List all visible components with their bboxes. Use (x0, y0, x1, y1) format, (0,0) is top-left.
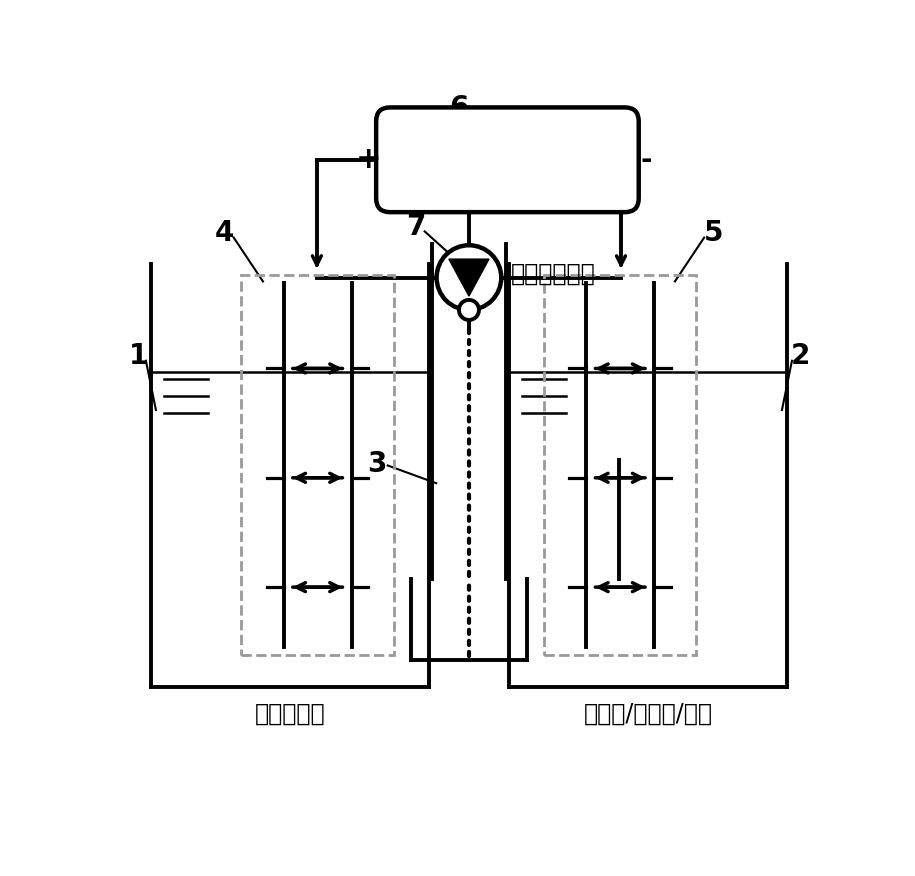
Text: 5: 5 (704, 219, 723, 247)
Text: 4: 4 (215, 219, 234, 247)
Text: 1: 1 (129, 343, 148, 371)
Text: 6: 6 (449, 95, 469, 122)
Bar (544, 275, 696, 655)
Text: 7: 7 (405, 213, 425, 241)
Text: 3: 3 (367, 450, 387, 478)
Text: 过硫酸锨溶液: 过硫酸锨溶液 (511, 262, 596, 286)
Polygon shape (449, 259, 489, 296)
FancyBboxPatch shape (376, 108, 639, 212)
Circle shape (459, 300, 479, 320)
Text: 硫酸锨废水: 硫酸锨废水 (254, 703, 325, 726)
Text: -: - (640, 145, 652, 173)
Bar (242, 275, 393, 655)
Text: +: + (356, 145, 382, 174)
Text: 2: 2 (791, 343, 810, 371)
Circle shape (436, 245, 501, 310)
Text: 地表水/地下水/废水: 地表水/地下水/废水 (584, 703, 713, 726)
